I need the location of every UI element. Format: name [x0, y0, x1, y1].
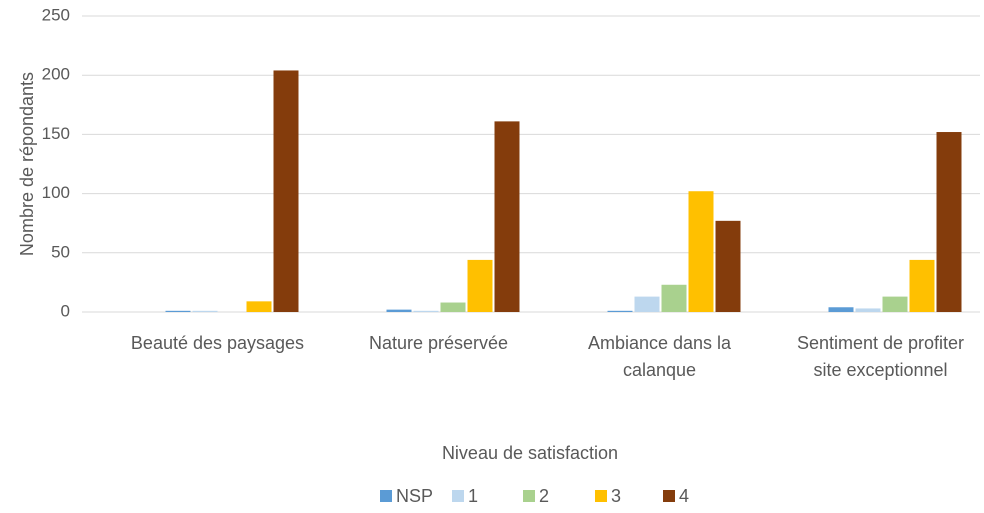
y-tick-label: 50: [51, 242, 70, 261]
bar: [273, 70, 299, 313]
legend-label: NSP: [396, 486, 433, 506]
bar: [386, 309, 412, 312]
bar: [634, 296, 660, 312]
bar: [909, 259, 935, 312]
bar: [688, 191, 714, 312]
bar: [192, 310, 218, 312]
x-tick-label: Beauté des paysages: [130, 333, 305, 353]
x-tick-label: Ambiance dans la calanque: [587, 333, 732, 380]
bar: [246, 301, 272, 312]
legend-swatch: [452, 490, 464, 502]
bar: [440, 302, 466, 312]
bar: [413, 310, 439, 312]
bar: [828, 307, 854, 312]
x-tick-label: Nature préservée: [368, 333, 509, 353]
bar: [607, 310, 633, 312]
x-axis-title: Niveau de satisfaction: [442, 443, 618, 463]
x-tick-label: Sentiment de profiter site exceptionnel: [796, 333, 965, 380]
legend-swatch: [380, 490, 392, 502]
legend-swatch: [595, 490, 607, 502]
bar: [661, 284, 687, 312]
y-axis-title: Nombre de répondants: [17, 72, 37, 256]
y-tick-label: 150: [42, 124, 70, 143]
legend-label: 4: [679, 486, 689, 506]
bar: [467, 259, 493, 312]
legend-swatch: [523, 490, 535, 502]
legend-label: 3: [611, 486, 621, 506]
y-tick-label: 0: [61, 301, 70, 320]
legend-label: 1: [468, 486, 478, 506]
y-tick-label: 200: [42, 65, 70, 84]
bar: [715, 220, 741, 312]
legend-label: 2: [539, 486, 549, 506]
bar: [936, 132, 962, 312]
bar: [882, 296, 908, 312]
bar: [855, 308, 881, 312]
bar: [165, 310, 191, 312]
legend-swatch: [663, 490, 675, 502]
bar: [494, 121, 520, 312]
y-tick-label: 100: [42, 183, 70, 202]
y-tick-label: 250: [42, 5, 70, 24]
